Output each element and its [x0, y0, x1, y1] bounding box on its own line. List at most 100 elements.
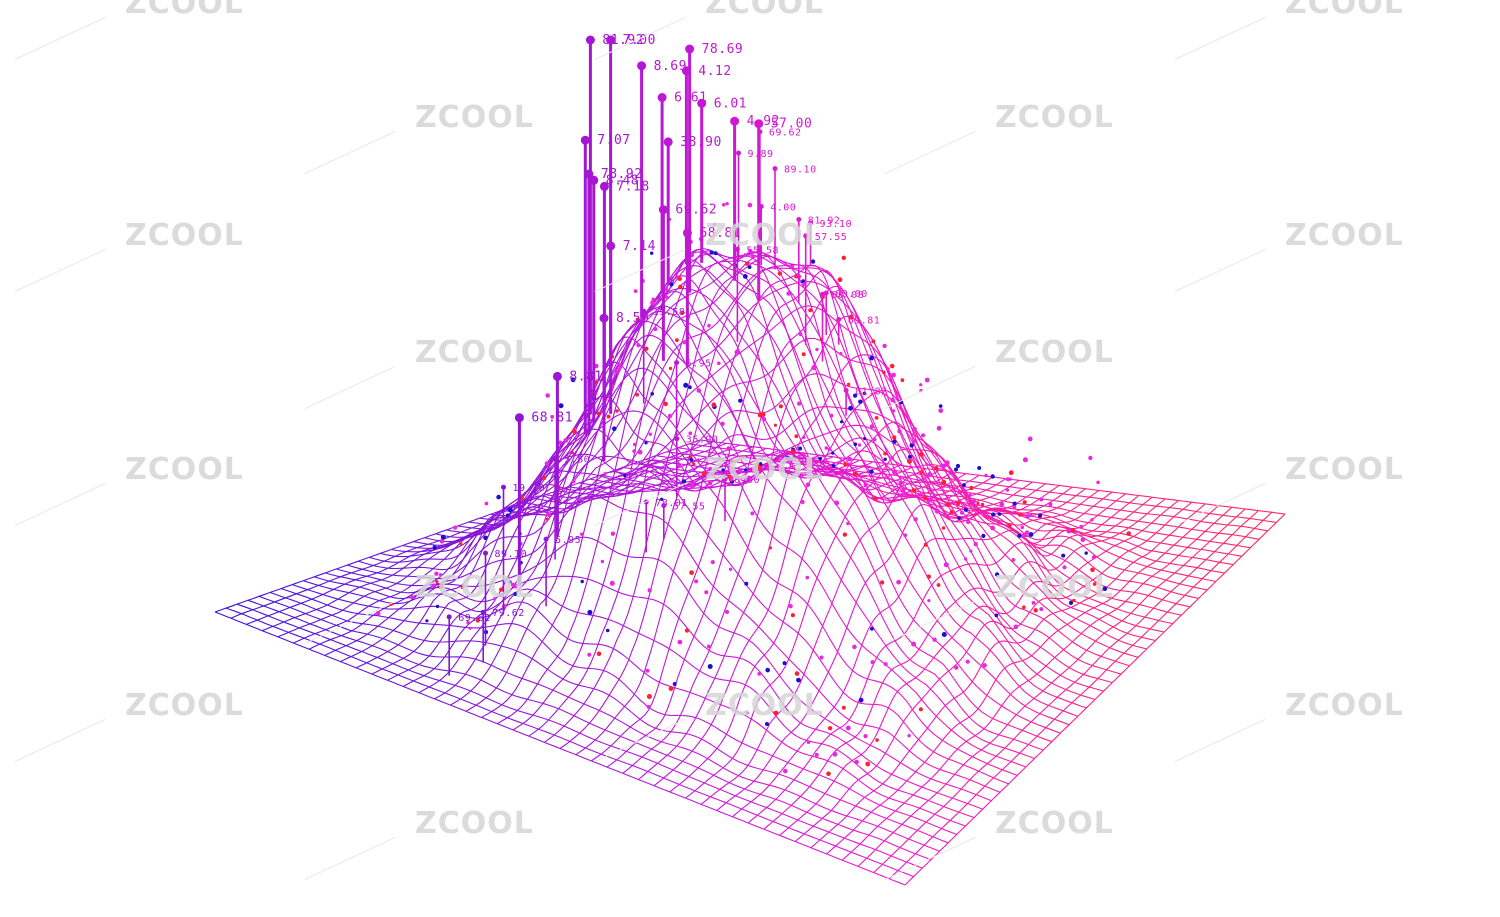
scatter-point	[807, 461, 813, 467]
scatter-point	[587, 652, 592, 657]
scatter-point	[879, 580, 885, 585]
scatter-point	[962, 483, 966, 487]
scatter-point	[788, 604, 793, 609]
pin-head	[552, 456, 558, 462]
scatter-point	[689, 481, 695, 486]
scatter-point	[409, 595, 415, 600]
scatter-point	[798, 332, 803, 337]
scatter-point	[721, 468, 725, 472]
scatter-point	[796, 677, 801, 683]
scatter-point	[1126, 531, 1131, 536]
scatter-point	[614, 370, 619, 374]
scatter-point	[751, 254, 755, 258]
mesh-line-u	[600, 451, 1208, 591]
scatter-point	[1090, 518, 1094, 522]
scatter-point	[892, 469, 897, 475]
scatter-point	[827, 726, 833, 731]
scatter-point	[938, 408, 944, 413]
scatter-point	[882, 343, 887, 349]
pin-label: 89.10	[784, 165, 817, 176]
scatter-point	[805, 575, 810, 580]
scatter-point	[1061, 553, 1066, 558]
value-pin: 93.10	[808, 219, 852, 266]
scatter-point	[484, 501, 489, 506]
scatter-point	[811, 365, 817, 371]
scatter-point	[572, 428, 577, 434]
scatter-point	[587, 609, 593, 615]
scatter-point	[857, 443, 862, 447]
scatter-point	[1031, 601, 1036, 605]
scatter-point	[1080, 537, 1086, 542]
pin-head	[643, 499, 649, 505]
pin-head	[599, 181, 609, 191]
scatter-point	[646, 704, 651, 709]
scatter-point	[911, 488, 917, 493]
pin-label: 8.00	[734, 475, 760, 486]
value-pin: 19.10	[501, 483, 545, 614]
scatter-point	[818, 456, 822, 461]
pin-head	[730, 116, 740, 126]
pin-label: 7.18	[616, 179, 649, 194]
pin-head	[580, 135, 590, 145]
scatter-point	[890, 456, 894, 460]
scatter-point	[832, 751, 838, 757]
scatter-point	[612, 426, 617, 432]
pin-head	[658, 205, 668, 215]
scatter-point	[1039, 607, 1044, 612]
scatter-point	[466, 620, 470, 625]
scatter-point	[1022, 605, 1026, 609]
mesh-line-v	[277, 446, 754, 638]
scatter-point	[596, 651, 602, 657]
value-pin: 68.81	[682, 226, 741, 368]
scatter-point	[1096, 480, 1100, 485]
scatter-point	[873, 496, 878, 501]
scatter-point	[545, 517, 549, 521]
scatter-point	[955, 463, 961, 469]
scatter-point	[669, 282, 674, 287]
scatter-point	[635, 392, 639, 397]
value-pin: 7.07	[580, 133, 630, 435]
scatter-point	[748, 248, 753, 253]
scatter-point	[713, 251, 718, 256]
scatter-point	[997, 512, 1002, 516]
pin-head	[501, 484, 506, 490]
mesh-line-v	[214, 439, 701, 613]
mesh-line-u	[225, 607, 914, 878]
scatter-point	[882, 370, 886, 375]
value-pin: 57.00	[754, 117, 812, 301]
scatter-point	[907, 734, 911, 738]
pin-head	[682, 228, 692, 238]
scatter-point	[846, 382, 851, 387]
scatter-point	[943, 562, 949, 568]
scatter-point	[623, 473, 627, 478]
scatter-point	[945, 502, 950, 507]
scatter-point	[721, 203, 726, 207]
scatter-point	[845, 725, 851, 731]
pin-label: 89.10	[495, 549, 528, 560]
scatter-point	[968, 493, 972, 497]
scatter-point	[963, 489, 967, 493]
pin-head	[543, 536, 549, 542]
scatter-point	[941, 479, 947, 485]
scatter-point	[892, 409, 896, 413]
scatter-point	[580, 532, 584, 536]
scatter-point	[663, 401, 668, 407]
scatter-point	[732, 471, 738, 476]
pin-label: 78.69	[702, 42, 744, 57]
scatter-point	[434, 571, 439, 576]
scatter-point	[672, 682, 677, 686]
scatter-point	[840, 420, 844, 424]
scatter-point	[644, 441, 648, 445]
pin-head	[757, 129, 763, 135]
scatter-point	[890, 397, 895, 403]
value-pin: 5.95	[674, 359, 711, 439]
scatter-point	[439, 539, 445, 544]
scatter-point	[853, 442, 858, 447]
pin-label: 68.81	[699, 226, 741, 241]
scatter-point	[999, 501, 1005, 507]
pin-head	[661, 503, 667, 509]
scatter-point	[965, 659, 970, 664]
mesh-line-v	[230, 441, 714, 619]
scatter-point	[773, 423, 778, 427]
mesh-line-u	[545, 406, 1165, 633]
